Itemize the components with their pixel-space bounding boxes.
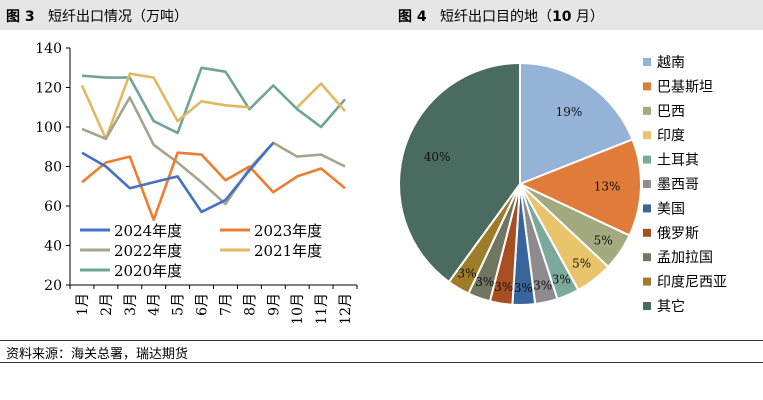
- legend-label: 印度尼西亚: [657, 275, 727, 291]
- legend-label: 美国: [657, 201, 685, 217]
- pie-data-label: 5%: [572, 256, 591, 270]
- series-line: [81, 141, 275, 214]
- legend-label: 巴基斯坦: [657, 78, 713, 95]
- x-tick-label: 2月: [99, 293, 115, 316]
- legend-label: 2023年度: [254, 222, 322, 240]
- right-title-pre: 短纤出口目的地（: [439, 9, 552, 25]
- pie-slice: [398, 61, 521, 284]
- x-tick-label: 6月: [195, 293, 211, 316]
- left-chart-title: 图 3 短纤出口情况（万吨）: [6, 6, 188, 26]
- left-title-text: 短纤出口情况（万吨）: [47, 9, 188, 25]
- right-title-post: 月）: [571, 9, 604, 25]
- pie-chart: 19%13%5%5%3%3%3%3%3%3%40%越南巴基斯坦巴西印度土耳其墨西…: [398, 55, 727, 315]
- legend-label: 2024年度: [114, 222, 182, 240]
- y-tick-label: 40: [44, 239, 62, 255]
- y-tick-label: 100: [35, 120, 62, 136]
- legend-swatch: [643, 228, 651, 237]
- x-tick-label: 5月: [171, 293, 187, 316]
- legend-label: 巴西: [657, 104, 685, 120]
- pie-data-label: 3%: [552, 273, 571, 287]
- legend-label: 2022年度: [114, 242, 182, 260]
- pie-slice: [519, 61, 634, 186]
- x-tick-label: 11月: [314, 293, 330, 325]
- legend-swatch: [643, 302, 651, 310]
- legend-label: 越南: [657, 55, 685, 71]
- legend-swatch: [643, 277, 651, 286]
- x-tick-label: 10月: [290, 293, 306, 325]
- pie-data-label: 19%: [556, 105, 583, 119]
- line-chart: 20 40 60 80 100 120 140 1月 2月 3月 4月 5月 6月 7月 8月 9月 10月 11…: [35, 41, 358, 325]
- left-figure-number: 图 3: [6, 9, 35, 25]
- source-note: 资料来源：海关总署，瑞达期货: [6, 347, 189, 362]
- pie-data-label: 3%: [514, 281, 533, 295]
- x-tick-label: 3月: [123, 293, 139, 316]
- x-tick-label: 12月: [338, 293, 354, 325]
- legend-swatch: [643, 180, 651, 188]
- x-tick-label: 9月: [266, 293, 282, 316]
- title-bar: [0, 0, 763, 30]
- source-top-rule: [0, 340, 763, 341]
- legend-swatch: [643, 106, 651, 115]
- legend-swatch: [643, 155, 651, 164]
- series-line: [80, 72, 250, 141]
- pie-data-label: 40%: [424, 150, 451, 164]
- x-tick-label: 1月: [75, 293, 91, 316]
- legend-swatch: [643, 131, 651, 140]
- pie-data-label: 3%: [457, 267, 476, 281]
- x-tick-label: 4月: [147, 293, 163, 316]
- series-line: [296, 82, 346, 113]
- legend-label: 2020年度: [114, 262, 182, 280]
- y-tick-label: 120: [35, 81, 62, 97]
- pie-data-label: 3%: [533, 279, 552, 293]
- series-line: [81, 66, 346, 135]
- pie-slice: [517, 138, 642, 237]
- pie-data-label: 3%: [494, 280, 513, 294]
- legend-swatch: [643, 82, 651, 91]
- y-tick-label: 20: [44, 278, 62, 294]
- series-line: [81, 96, 346, 206]
- legend-swatch: [643, 204, 651, 213]
- right-title-num: 10: [551, 9, 572, 25]
- legend-label: 俄罗斯: [657, 226, 699, 242]
- legend-swatch: [643, 253, 651, 262]
- right-figure-number: 图 4: [398, 9, 427, 25]
- legend-label: 土耳其: [657, 153, 699, 169]
- series-line: [81, 151, 346, 222]
- legend-label: 印度: [657, 128, 685, 144]
- legend-label: 其它: [657, 298, 685, 315]
- source-bottom-rule: [0, 362, 763, 363]
- right-chart-title: 图 4 短纤出口目的地（10 月）: [398, 6, 604, 26]
- y-tick-label: 60: [44, 199, 62, 215]
- legend-label: 孟加拉国: [657, 250, 713, 266]
- legend-swatch: [643, 58, 651, 66]
- x-tick-label: 7月: [218, 293, 234, 316]
- y-tick-label: 140: [35, 41, 62, 57]
- legend-label: 墨西哥: [657, 177, 699, 193]
- pie-data-label: 13%: [594, 180, 621, 194]
- pie-data-label: 3%: [475, 275, 494, 289]
- y-tick-label: 80: [44, 160, 62, 176]
- x-tick-label: 8月: [242, 293, 258, 316]
- pie-data-label: 5%: [594, 234, 613, 248]
- legend-label: 2021年度: [254, 242, 322, 260]
